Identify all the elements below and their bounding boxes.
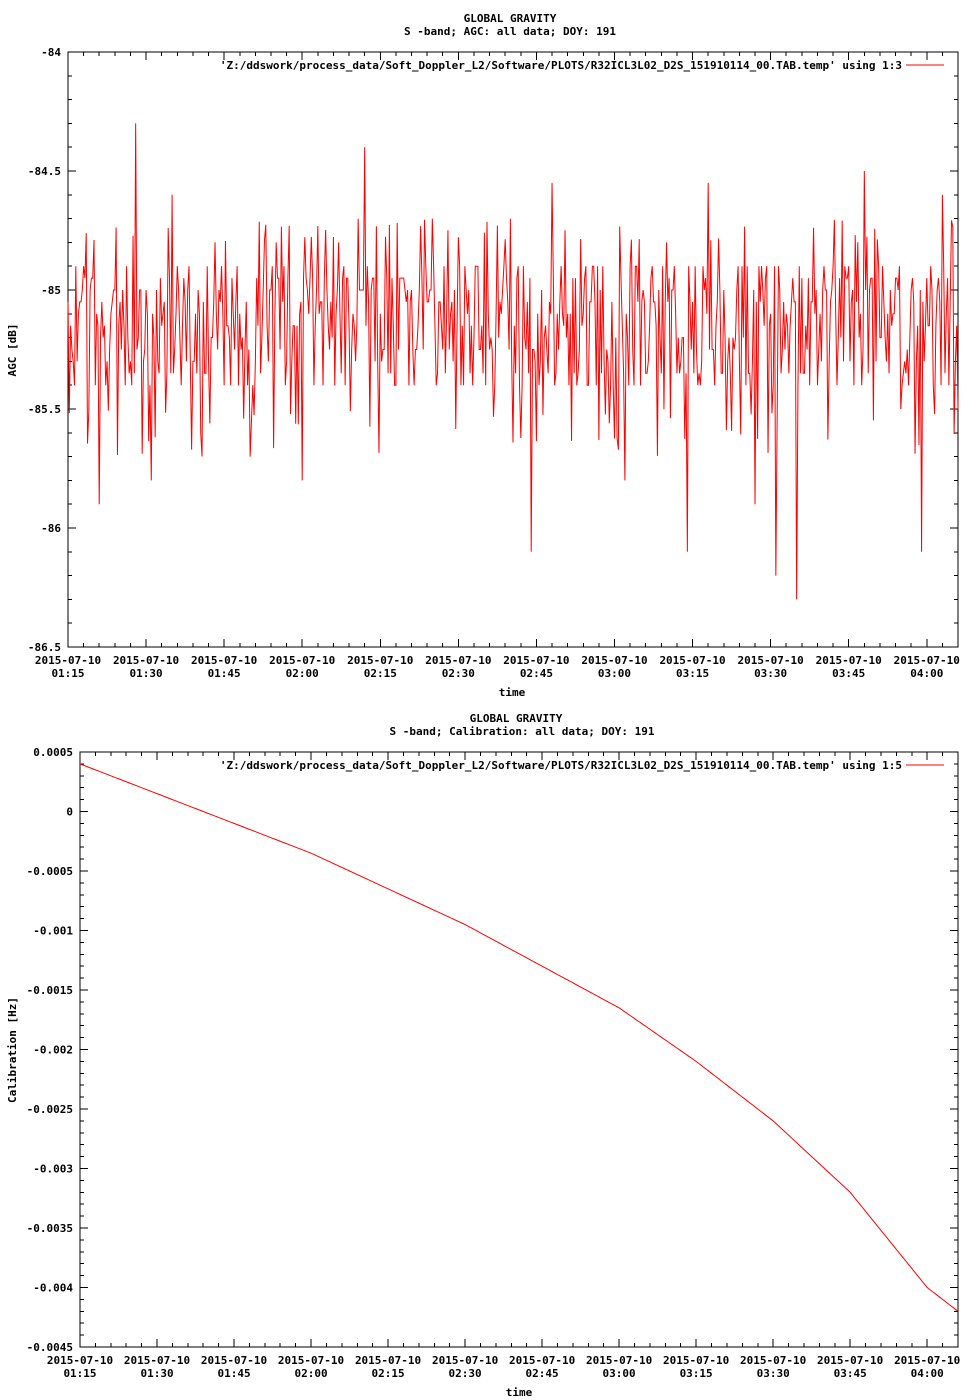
x-tick-label-time: 01:15	[63, 1367, 96, 1380]
x-tick-label-time: 03:00	[598, 667, 631, 680]
y-axis-label: Calibration [Hz]	[6, 997, 19, 1103]
y-tick-label: 0.0005	[33, 746, 73, 759]
x-tick-label-time: 03:30	[757, 1367, 790, 1380]
y-tick-label: -0.0025	[27, 1103, 73, 1116]
x-tick-label-date: 2015-07-10	[35, 654, 101, 667]
x-tick-label-time: 03:00	[603, 1367, 636, 1380]
x-axis-label: time	[506, 1386, 533, 1399]
x-tick-label-time: 02:30	[449, 1367, 482, 1380]
x-tick-label-date: 2015-07-10	[47, 1354, 113, 1367]
y-tick-label: -0.0045	[27, 1341, 73, 1354]
y-axis-label: AGC [dB]	[6, 324, 19, 377]
x-tick-label-date: 2015-07-10	[816, 654, 882, 667]
x-tick-label-date: 2015-07-10	[278, 1354, 344, 1367]
legend-label: 'Z:/ddswork/process_data/Soft_Doppler_L2…	[220, 759, 902, 772]
chart-subtitle: S -band; AGC: all data; DOY: 191	[404, 25, 616, 38]
x-tick-label-date: 2015-07-10	[509, 1354, 575, 1367]
y-tick-label: -84	[41, 46, 61, 59]
x-tick-label-date: 2015-07-10	[269, 654, 335, 667]
y-tick-label: -85.5	[28, 403, 61, 416]
x-tick-label-date: 2015-07-10	[738, 654, 804, 667]
y-tick-label: -86	[41, 522, 61, 535]
x-tick-label-time: 03:15	[680, 1367, 713, 1380]
x-tick-label-date: 2015-07-10	[659, 654, 725, 667]
x-tick-label-time: 03:45	[834, 1367, 867, 1380]
x-tick-label-time: 03:45	[832, 667, 865, 680]
x-tick-label-time: 02:15	[372, 1367, 405, 1380]
x-tick-label-time: 02:00	[286, 667, 319, 680]
plot-frame	[67, 51, 959, 648]
chart-subtitle: S -band; Calibration: all data; DOY: 191	[390, 725, 655, 738]
x-tick-label-time: 01:45	[208, 667, 241, 680]
x-tick-label-date: 2015-07-10	[894, 654, 960, 667]
x-tick-label-time: 01:15	[51, 667, 84, 680]
x-tick-label-time: 04:00	[910, 667, 943, 680]
x-tick-label-date: 2015-07-10	[581, 654, 647, 667]
x-tick-label-date: 2015-07-10	[355, 1354, 421, 1367]
x-tick-label-date: 2015-07-10	[425, 654, 491, 667]
x-tick-label-time: 01:30	[130, 667, 163, 680]
legend-label: 'Z:/ddswork/process_data/Soft_Doppler_L2…	[220, 59, 902, 72]
x-tick-label-time: 02:45	[526, 1367, 559, 1380]
y-tick-label: -0.001	[33, 925, 73, 938]
x-tick-label-time: 02:15	[364, 667, 397, 680]
y-tick-label: -85	[41, 284, 61, 297]
plot-frame	[79, 751, 959, 1348]
agc-chart: GLOBAL GRAVITY S -band; AGC: all data; D…	[6, 12, 960, 699]
x-tick-label-time: 02:45	[520, 667, 553, 680]
x-tick-label-time: 02:30	[442, 667, 475, 680]
y-tick-label: -0.003	[33, 1163, 73, 1176]
x-tick-label-date: 2015-07-10	[817, 1354, 883, 1367]
x-tick-label-time: 02:00	[294, 1367, 327, 1380]
series-line	[67, 123, 959, 600]
x-tick-label-date: 2015-07-10	[586, 1354, 652, 1367]
x-tick-label-time: 01:30	[140, 1367, 173, 1380]
y-tick-label: -84.5	[28, 165, 61, 178]
y-tick-label: -0.0015	[27, 984, 73, 997]
x-tick-label-date: 2015-07-10	[503, 654, 569, 667]
x-tick-label-time: 03:15	[676, 667, 709, 680]
y-tick-label: -0.004	[33, 1282, 73, 1295]
y-tick-label: -0.002	[33, 1044, 73, 1057]
y-tick-label: 0	[66, 806, 73, 819]
calibration-chart: GLOBAL GRAVITY S -band; Calibration: all…	[6, 712, 960, 1399]
x-tick-label-date: 2015-07-10	[191, 654, 257, 667]
x-tick-label-date: 2015-07-10	[124, 1354, 190, 1367]
x-tick-label-time: 01:45	[217, 1367, 250, 1380]
y-tick-label: -0.0005	[27, 865, 73, 878]
x-tick-label-time: 03:30	[754, 667, 787, 680]
x-tick-label-date: 2015-07-10	[894, 1354, 960, 1367]
chart-title: GLOBAL GRAVITY	[464, 12, 557, 25]
x-tick-label-date: 2015-07-10	[347, 654, 413, 667]
y-tick-label: -86.5	[28, 641, 61, 654]
x-tick-label-date: 2015-07-10	[663, 1354, 729, 1367]
x-tick-label-date: 2015-07-10	[113, 654, 179, 667]
x-axis-label: time	[499, 686, 526, 699]
x-tick-label-date: 2015-07-10	[432, 1354, 498, 1367]
x-tick-label-date: 2015-07-10	[740, 1354, 806, 1367]
x-tick-label-date: 2015-07-10	[201, 1354, 267, 1367]
series-line	[79, 763, 959, 1312]
x-tick-label-time: 04:00	[911, 1367, 944, 1380]
chart-title: GLOBAL GRAVITY	[470, 712, 563, 725]
y-tick-label: -0.0035	[27, 1222, 73, 1235]
